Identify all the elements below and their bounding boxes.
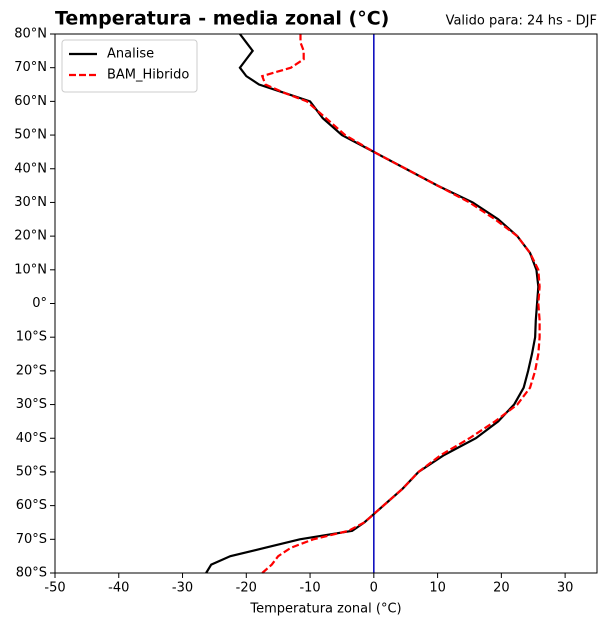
plot-frame: [54, 33, 598, 574]
x-tick-label: -20: [236, 581, 257, 596]
y-tick-label: 60°N: [14, 94, 47, 109]
y-tick-label: 10°N: [14, 262, 47, 277]
y-tick-label: 80°N: [14, 27, 47, 42]
legend-label: BAM_Hibrido: [107, 68, 189, 83]
x-tick-label: -40: [108, 581, 129, 596]
y-tick-label: 30°N: [14, 195, 47, 210]
x-axis-label: Temperatura zonal (°C): [249, 602, 401, 617]
y-tick-label: 50°S: [16, 464, 47, 479]
chart-subtitle: Valido para: 24 hs - DJF: [446, 14, 597, 29]
x-tick-label: -10: [299, 581, 320, 596]
x-tick-label: 30: [557, 581, 574, 596]
x-tick-label: -50: [44, 581, 65, 596]
y-tick-label: 30°S: [16, 397, 47, 412]
y-tick-label: 70°S: [16, 532, 47, 547]
legend: Analise BAM_Hibrido: [61, 39, 198, 93]
series-line: [205, 33, 540, 574]
x-tick-label: 10: [429, 581, 446, 596]
legend-label: Analise: [107, 47, 154, 62]
y-tick-label: 10°S: [16, 330, 47, 345]
y-tick-label: 0°: [32, 296, 47, 311]
y-tick-label: 60°S: [16, 498, 47, 513]
y-tick-label: 80°S: [16, 566, 47, 581]
y-tick-label: 50°N: [14, 128, 47, 143]
x-tick-label: 0: [370, 581, 378, 596]
y-tick-label: 70°N: [14, 60, 47, 75]
x-tick-label: -30: [172, 581, 193, 596]
y-tick-label: 40°N: [14, 161, 47, 176]
y-tick-label: 20°S: [16, 363, 47, 378]
y-tick-label: 40°S: [16, 431, 47, 446]
x-tick-label: 20: [493, 581, 510, 596]
y-tick-label: 20°N: [14, 229, 47, 244]
series-line: [260, 34, 541, 574]
chart-title: Temperatura - media zonal (°C): [55, 8, 389, 30]
